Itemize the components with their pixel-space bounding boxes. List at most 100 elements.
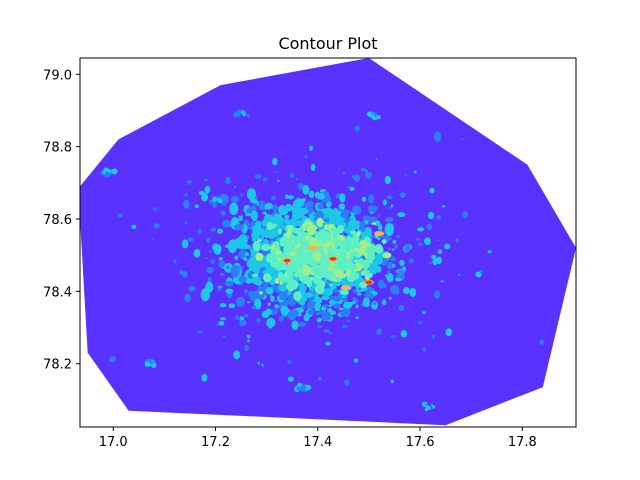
contour-cell-high <box>283 245 293 252</box>
y-tick-label: 78.2 <box>43 358 72 373</box>
satellite-cluster-3 <box>430 406 433 410</box>
contour-speck <box>310 163 316 171</box>
contour-cell <box>333 303 341 309</box>
contour-cell <box>287 195 294 200</box>
satellite-cluster-2 <box>217 197 221 201</box>
contour-speck <box>422 311 426 315</box>
contour-cell <box>257 272 264 278</box>
contour-cell <box>225 288 234 294</box>
contour-cell <box>246 208 251 214</box>
contour-cell-high <box>315 231 320 234</box>
contour-cell <box>251 232 260 240</box>
contour-cell-high <box>365 242 372 247</box>
contour-speck <box>212 202 218 208</box>
contour-speck <box>353 358 358 363</box>
contour-speck <box>413 170 417 174</box>
contour-cell-high <box>272 252 278 261</box>
contour-speck <box>353 174 361 183</box>
contour-speck <box>240 193 243 197</box>
contour-speck <box>109 356 116 363</box>
contour-speck <box>153 207 157 212</box>
contour-cell-high <box>334 240 339 244</box>
hotspot-2 <box>365 280 373 285</box>
satellite-cluster-5 <box>306 384 312 390</box>
contour-speck <box>181 270 188 278</box>
contour-cell <box>207 277 212 283</box>
contour-cell <box>297 201 303 205</box>
contour-speck <box>349 186 355 191</box>
contour-cell <box>278 315 284 322</box>
contour-cell <box>272 204 278 212</box>
contour-cell-high <box>328 284 334 287</box>
contour-cell <box>250 251 257 258</box>
contour-speck <box>428 211 434 220</box>
contour-cell-high <box>278 228 282 234</box>
contour-speck <box>440 280 445 283</box>
contour-cell <box>238 250 248 259</box>
contour-speck <box>418 321 423 325</box>
contour-speck <box>390 256 396 262</box>
contour-speck <box>289 172 294 178</box>
contour-speck <box>376 328 383 335</box>
contour-cell-high <box>252 240 261 252</box>
contour-cell <box>251 305 257 310</box>
contour-cell <box>337 213 341 216</box>
contour-speck <box>341 324 348 329</box>
contour-speck <box>325 201 332 208</box>
contour-speck <box>347 186 351 189</box>
contour-cell-high <box>291 237 299 247</box>
contour-speck <box>216 323 220 326</box>
contour-speck <box>295 177 299 181</box>
contour-speck <box>209 249 212 253</box>
contour-speck <box>205 257 208 260</box>
contour-speck <box>183 199 190 209</box>
contour-cell-high <box>339 290 349 295</box>
contour-speck <box>461 211 468 219</box>
contour-cell-high <box>382 252 392 259</box>
contour-cell-high <box>293 291 302 301</box>
contour-cell-high <box>291 267 300 272</box>
contour-cell-high <box>340 260 345 266</box>
contour-speck <box>338 307 345 311</box>
contour-cell-high <box>319 220 325 224</box>
contour-speck <box>317 325 323 329</box>
contour-speck <box>390 335 396 339</box>
contour-speck <box>257 361 261 365</box>
contour-cell <box>308 190 315 199</box>
contour-speck <box>131 224 137 229</box>
contour-cell <box>340 213 346 219</box>
contour-cell <box>248 205 257 212</box>
satellite-cluster-2 <box>212 197 217 202</box>
contour-speck <box>272 157 278 166</box>
contour-speck <box>323 329 330 333</box>
contour-cell <box>205 281 214 293</box>
contour-cell <box>408 258 414 264</box>
contour-cell <box>335 215 341 221</box>
contour-speck <box>197 330 203 334</box>
contour-speck <box>258 200 266 211</box>
contour-speck <box>365 170 368 172</box>
contour-speck <box>204 178 208 182</box>
contour-speck <box>415 238 421 241</box>
contour-cell <box>234 255 239 261</box>
contour-speck <box>219 303 227 308</box>
contour-cell <box>253 266 258 270</box>
contour-speck <box>210 259 215 265</box>
contour-cell <box>227 239 238 254</box>
contour-cell-high <box>349 270 356 278</box>
contour-cell-high <box>353 247 360 252</box>
contour-speck <box>338 203 346 211</box>
contour-cell-high <box>300 238 305 243</box>
contour-speck <box>277 179 280 182</box>
contour-cell <box>218 260 226 268</box>
contour-cell <box>246 260 252 268</box>
contour-speck <box>417 227 425 232</box>
y-axis: 78.2 78.4 78.6 78.8 79.0 <box>43 68 80 373</box>
x-tick-label: 17.0 <box>99 435 128 450</box>
contour-cell <box>324 207 333 218</box>
contour-speck <box>424 237 431 246</box>
contour-cell <box>266 264 271 271</box>
contour-cell <box>298 301 306 306</box>
contour-cell-high <box>326 248 336 258</box>
contour-cell <box>230 219 237 225</box>
